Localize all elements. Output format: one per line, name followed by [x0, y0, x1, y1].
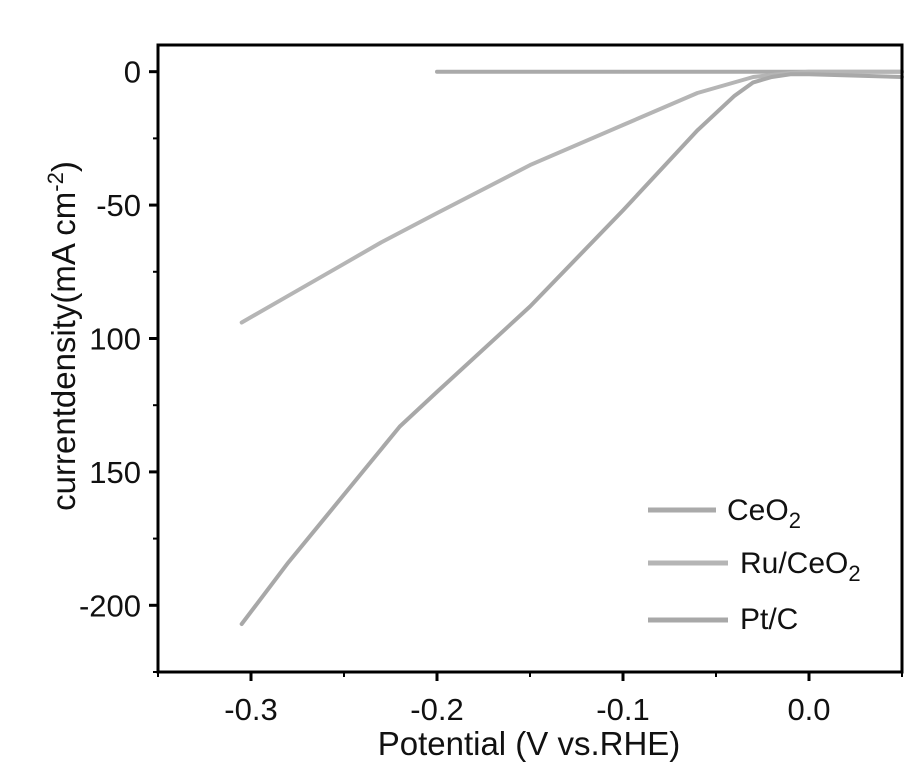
data-point-pt-c [361, 470, 365, 474]
legend-label-main: Ru/CeO [740, 547, 848, 580]
svg-text:currentdensity(mA cm-2): currentdensity(mA cm-2) [43, 161, 82, 511]
data-point-pt-c [733, 94, 737, 98]
series-line-pt-c [239, 72, 904, 626]
legend-label-ceo2: CeO2 [727, 494, 801, 533]
data-point-ru-ceo2 [240, 321, 244, 324]
y-axis-title-main: currentdensity(mA cm [45, 192, 82, 511]
data-point-pt-c [528, 305, 532, 308]
legend-label-pt-c: Pt/C [740, 603, 798, 636]
data-point-pt-c [286, 561, 290, 565]
data-point-ceo2 [435, 70, 439, 74]
data-point-pt-c [695, 128, 699, 132]
series-line-ru-ceo2 [239, 69, 904, 325]
data-point-ru-ceo2 [435, 211, 439, 215]
data-point-pt-c [788, 72, 792, 76]
data-point-ru-ceo2 [342, 262, 346, 266]
y-axis-title: currentdensity(mA cm-2) [43, 161, 82, 511]
data-point-ru-ceo2 [621, 123, 625, 127]
data-point-pt-c [398, 425, 402, 428]
y-tick-label: 100 [89, 321, 141, 356]
x-axis-title: Potential (V vs.RHE) [378, 725, 681, 762]
data-point-ceo2 [621, 70, 625, 74]
data-point-pt-c [240, 622, 244, 626]
data-point-pt-c [770, 75, 774, 79]
x-tick-label: -0.2 [410, 692, 463, 727]
data-point-pt-c [807, 72, 811, 76]
y-tick-label: -200 [79, 588, 141, 623]
data-point-ru-ceo2 [379, 240, 383, 244]
y-tick-label: 0 [124, 55, 141, 90]
y-tick-label: 150 [89, 455, 141, 490]
y-axis-title-end: ) [45, 161, 82, 172]
data-point-pt-c [435, 390, 439, 394]
data-point-pt-c [323, 515, 327, 519]
legend-label-ru-ceo2: Ru/CeO2 [740, 547, 861, 586]
axes: 0 -50 100 150 -200 -0.3 -0.2 -0.1 0.0 [79, 55, 903, 727]
data-point-ru-ceo2 [695, 91, 699, 95]
legend-label-main: Pt/C [740, 603, 798, 636]
y-axis-title-sup: -2 [43, 172, 68, 192]
legend-label-subscript: 2 [848, 561, 860, 586]
data-point-pt-c [621, 208, 625, 212]
x-tick-label: -0.3 [224, 692, 277, 727]
y-tick-label: -50 [96, 188, 141, 223]
legend-label-subscript: 2 [789, 508, 801, 533]
plot-marks [239, 69, 904, 626]
legend-label-main: CeO [727, 494, 789, 527]
data-point-pt-c [751, 80, 755, 84]
x-tick-label: -0.1 [596, 692, 649, 727]
data-point-ru-ceo2 [528, 163, 532, 167]
data-point-ru-ceo2 [286, 294, 290, 298]
data-point-ru-ceo2 [751, 75, 755, 79]
x-tick-label: 0.0 [787, 692, 830, 727]
